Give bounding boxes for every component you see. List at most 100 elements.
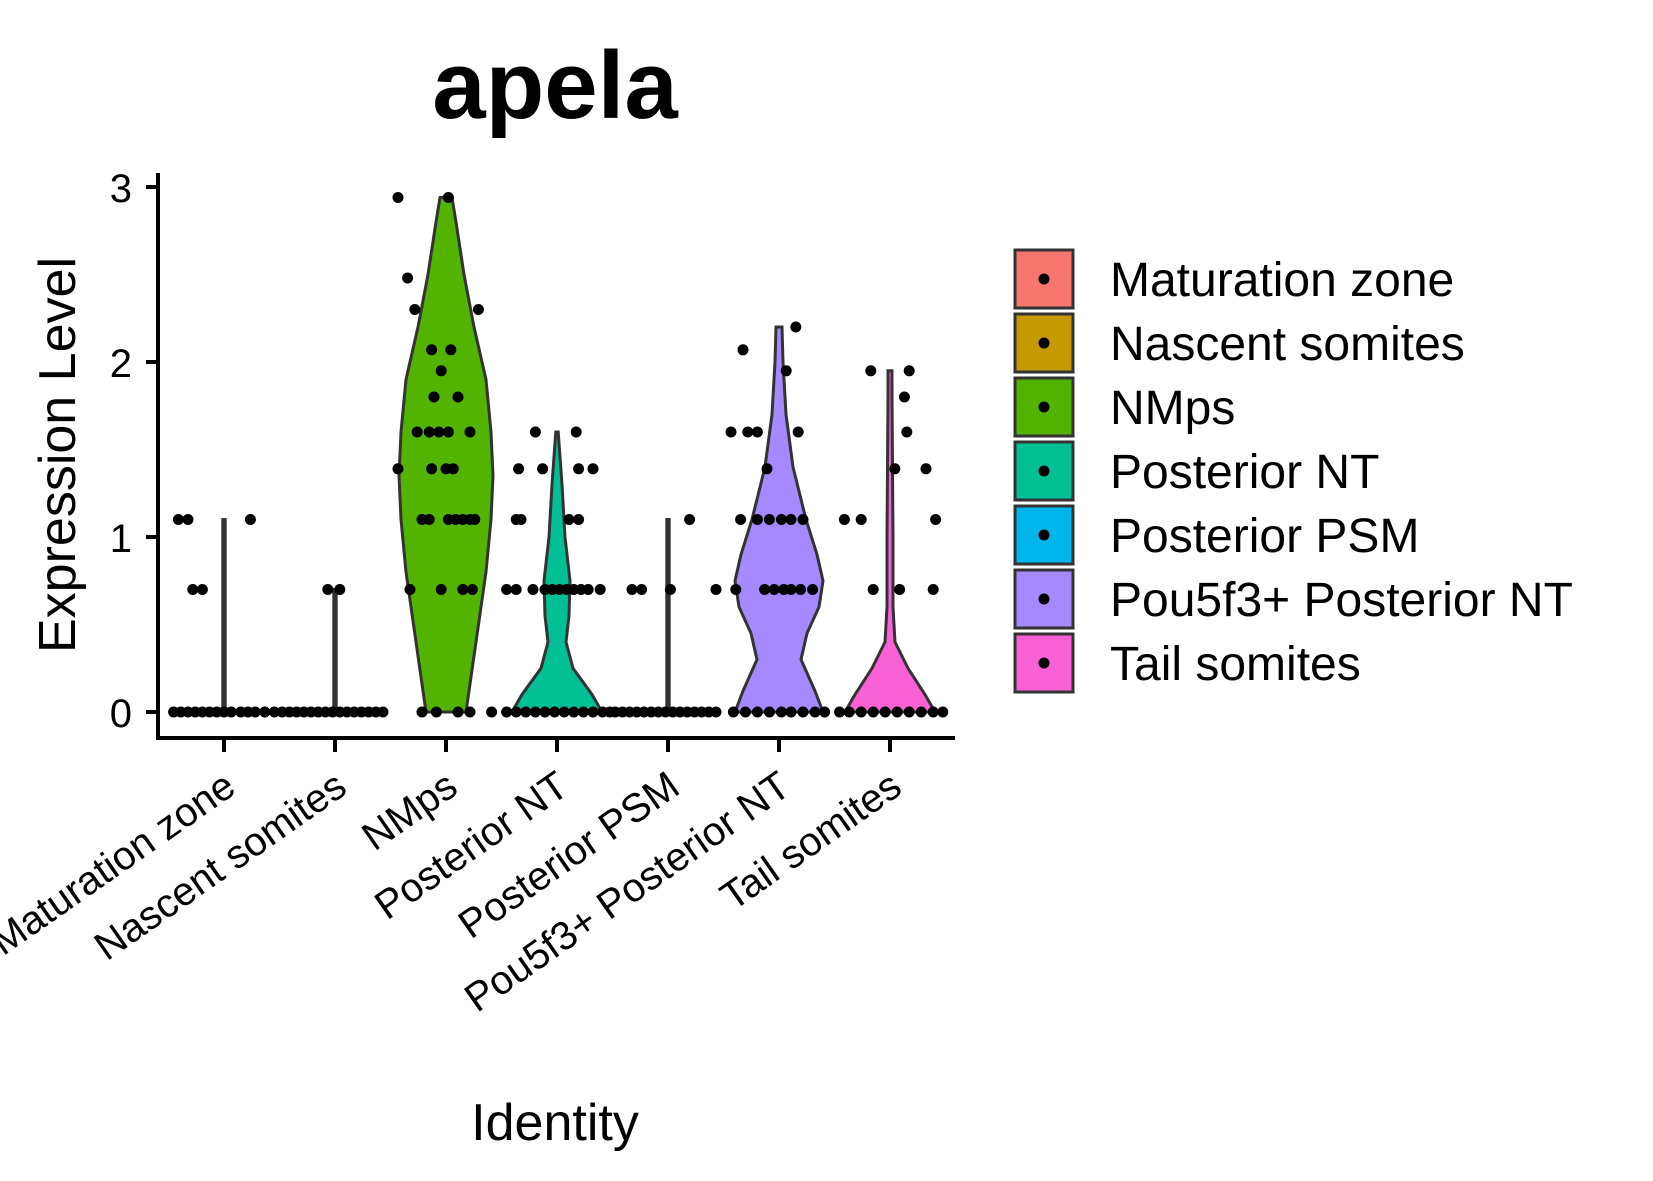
y-tick-label: 1 bbox=[110, 517, 132, 561]
point-3-5 bbox=[587, 463, 599, 475]
point-0-1 bbox=[182, 514, 194, 525]
legend: Maturation zone Nascent somites NMps Poster… bbox=[1013, 248, 1573, 694]
point-2-10 bbox=[411, 426, 423, 438]
point-5-4 bbox=[742, 426, 754, 438]
point-2-33 bbox=[464, 706, 476, 718]
point-5-15 bbox=[759, 584, 771, 595]
y-axis-title: Expression Level bbox=[29, 257, 87, 653]
point-2-18 bbox=[447, 463, 459, 475]
y-ticks: 0 1 2 3 bbox=[110, 167, 158, 736]
point-2-15 bbox=[392, 463, 404, 475]
point-5-3 bbox=[725, 426, 737, 438]
point-5-25 bbox=[775, 706, 787, 718]
point-6-11 bbox=[927, 584, 939, 595]
point-1-0 bbox=[322, 584, 334, 595]
point-6-0 bbox=[865, 365, 877, 377]
violin-2 bbox=[397, 196, 495, 714]
violin-6 bbox=[842, 369, 938, 714]
point-6-7 bbox=[855, 514, 867, 525]
point-5-0 bbox=[737, 344, 749, 356]
point-4-2 bbox=[664, 584, 676, 595]
point-2-5 bbox=[426, 344, 438, 356]
point-3-0 bbox=[529, 426, 541, 438]
point-6-3 bbox=[901, 426, 913, 438]
point-5-19 bbox=[795, 584, 807, 595]
legend-label: Pou5f3+ Posterior NT bbox=[1110, 574, 1573, 627]
point-6-6 bbox=[838, 514, 850, 525]
point-4-3 bbox=[710, 584, 722, 595]
point-6-21 bbox=[937, 706, 949, 718]
point-3-29 bbox=[577, 706, 589, 718]
legend-dot bbox=[1038, 657, 1050, 669]
point-3-3 bbox=[537, 463, 549, 475]
point-5-6 bbox=[792, 426, 804, 438]
point-5-5 bbox=[751, 426, 763, 438]
point-3-10 bbox=[501, 584, 513, 595]
point-2-26 bbox=[404, 584, 416, 595]
point-2-2 bbox=[402, 272, 414, 284]
point-5-1 bbox=[790, 321, 802, 333]
point-0-18 bbox=[268, 706, 280, 718]
point-2-11 bbox=[423, 426, 435, 438]
legend-label: Maturation zone bbox=[1110, 254, 1454, 307]
point-4-0 bbox=[626, 584, 638, 595]
point-3-9 bbox=[573, 514, 585, 525]
violin-layer bbox=[221, 196, 938, 714]
point-6-19 bbox=[915, 706, 927, 718]
legend-label: NMps bbox=[1110, 382, 1235, 435]
point-2-6 bbox=[445, 344, 457, 356]
y-tick-label: 0 bbox=[110, 692, 132, 736]
point-5-11 bbox=[775, 514, 787, 525]
point-5-14 bbox=[730, 584, 742, 595]
point-layer bbox=[168, 192, 949, 718]
point-6-13 bbox=[843, 706, 855, 718]
point-3-19 bbox=[582, 584, 594, 595]
legend-dot bbox=[1038, 337, 1050, 349]
point-2-1 bbox=[442, 192, 454, 203]
point-4-4 bbox=[684, 514, 696, 525]
point-5-9 bbox=[751, 514, 763, 525]
legend-label: Posterior PSM bbox=[1110, 510, 1419, 563]
legend-dot bbox=[1038, 593, 1050, 605]
point-6-4 bbox=[889, 463, 901, 475]
point-6-1 bbox=[903, 365, 915, 377]
point-6-9 bbox=[867, 584, 879, 595]
point-2-13 bbox=[442, 426, 454, 438]
point-3-8 bbox=[563, 514, 575, 525]
point-2-20 bbox=[423, 514, 435, 525]
point-3-30 bbox=[587, 706, 599, 718]
point-2-29 bbox=[466, 584, 478, 595]
point-3-28 bbox=[568, 706, 580, 718]
x-axis-title: Identity bbox=[471, 1094, 639, 1152]
point-3-11 bbox=[510, 584, 522, 595]
point-2-31 bbox=[430, 706, 442, 718]
point-5-10 bbox=[763, 514, 775, 525]
point-5-23 bbox=[751, 706, 763, 718]
point-5-29 bbox=[819, 706, 831, 718]
point-2-34 bbox=[486, 706, 498, 718]
point-6-18 bbox=[903, 706, 915, 718]
point-3-24 bbox=[529, 706, 541, 718]
point-6-5 bbox=[920, 463, 932, 475]
point-6-14 bbox=[855, 706, 867, 718]
legend-label: Tail somites bbox=[1110, 638, 1361, 691]
point-6-8 bbox=[930, 514, 942, 525]
point-5-21 bbox=[727, 706, 739, 718]
y-tick-label: 2 bbox=[110, 342, 132, 386]
point-5-12 bbox=[785, 514, 797, 525]
point-3-25 bbox=[539, 706, 551, 718]
point-6-16 bbox=[879, 706, 891, 718]
point-5-26 bbox=[785, 706, 797, 718]
point-0-17 bbox=[259, 706, 271, 718]
point-3-4 bbox=[573, 463, 585, 475]
point-6-20 bbox=[927, 706, 939, 718]
point-6-2 bbox=[898, 391, 910, 403]
point-5-2 bbox=[780, 365, 792, 377]
point-2-7 bbox=[435, 365, 447, 377]
point-3-1 bbox=[570, 426, 582, 438]
legend-dot bbox=[1038, 529, 1050, 541]
legend-label: Posterior NT bbox=[1110, 446, 1379, 499]
violin-3 bbox=[509, 430, 605, 714]
point-2-0 bbox=[392, 192, 404, 203]
